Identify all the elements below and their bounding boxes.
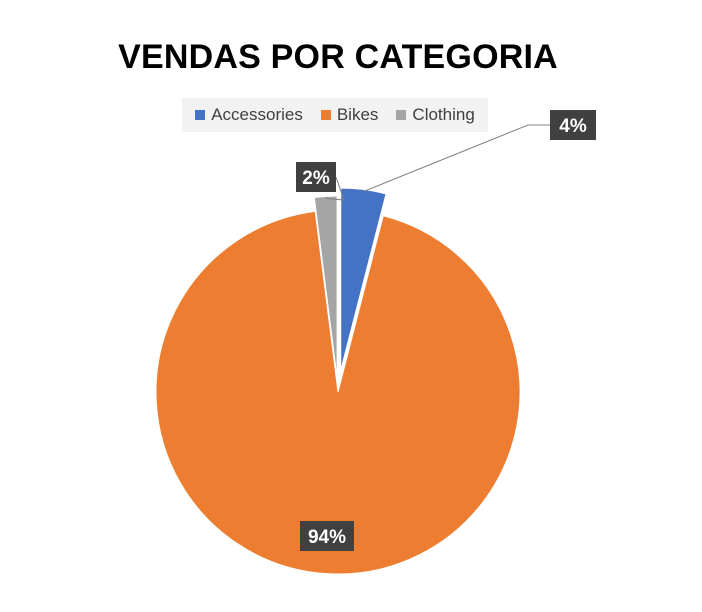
legend-item-bikes: Bikes [320, 105, 379, 125]
legend-label-clothing: Clothing [412, 105, 475, 124]
legend-swatch-bikes [320, 110, 331, 120]
data-label-clothing: 2% [302, 168, 330, 189]
pie-slice-clothing [313, 195, 338, 379]
chart-legend: Accessories Bikes Clothing [182, 98, 488, 132]
data-label-bikes: 94% [308, 527, 346, 548]
legend-item-accessories: Accessories [195, 105, 303, 125]
legend-label-accessories: Accessories [211, 105, 303, 124]
legend-swatch-accessories [195, 110, 206, 120]
leader-line-clothing [325, 176, 345, 201]
data-label-box-accessories [550, 110, 596, 140]
legend-swatch-clothing [396, 110, 407, 120]
data-label-box-bikes [300, 521, 354, 551]
pie-slice-bikes [155, 210, 521, 575]
data-label-box-clothing [296, 162, 336, 192]
pie-slice-accessories [340, 187, 387, 371]
legend-label-bikes: Bikes [336, 105, 379, 124]
chart-title: VENDAS POR CATEGORIA [118, 38, 558, 76]
leader-line-accessories [363, 124, 550, 193]
legend-item-clothing: Clothing [396, 105, 475, 125]
data-label-accessories: 4% [559, 116, 587, 137]
